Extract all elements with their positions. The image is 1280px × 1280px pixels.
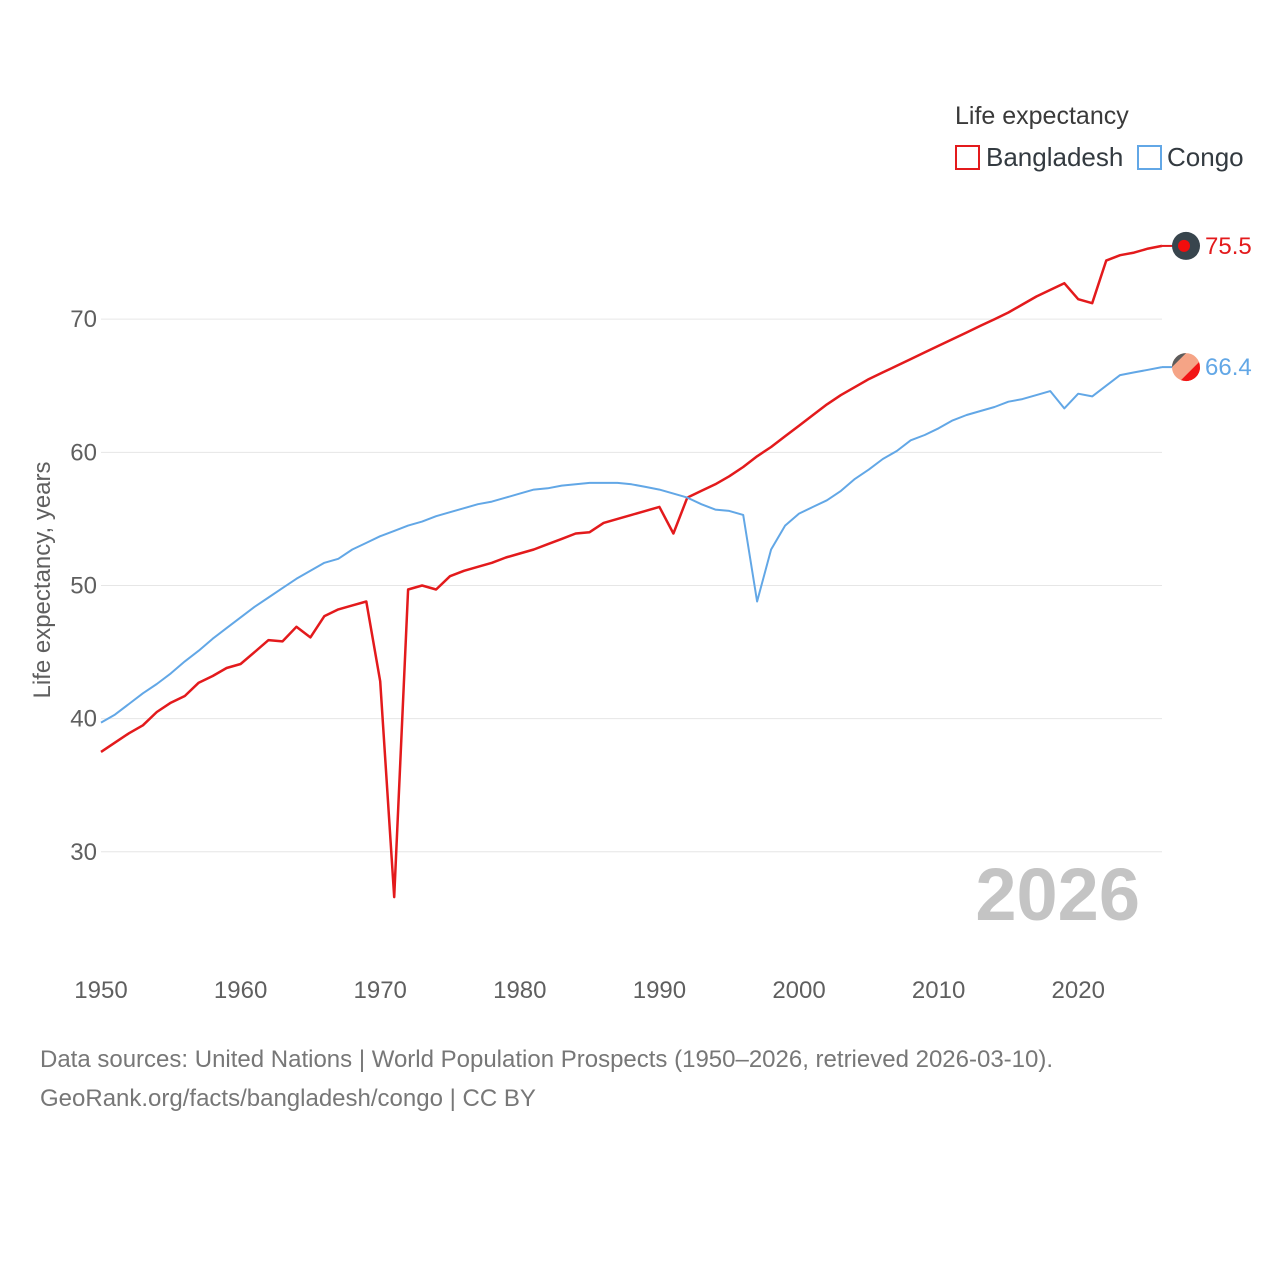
legend-label-congo: Congo (1167, 142, 1244, 172)
end-value-label-bangladesh: 75.5 (1205, 233, 1252, 260)
x-tick-1960: 1960 (214, 977, 267, 1004)
x-tick-2000: 2000 (772, 977, 825, 1004)
legend-title: Life expectancy (955, 102, 1129, 130)
x-tick-1980: 1980 (493, 977, 546, 1004)
series-line-congo (100, 366, 1163, 724)
series-line-bangladesh (100, 244, 1163, 899)
line-chart: 30 40 50 60 70 1950 1960 1970 1980 1990 2000 2010 2… (29, 102, 1252, 1004)
source-note: Data sources: United Nations | World Pop… (40, 1040, 1053, 1118)
current-year-watermark: 2026 (975, 853, 1140, 936)
x-tick-1990: 1990 (633, 977, 686, 1004)
y-tick-30: 30 (70, 839, 97, 866)
end-markers: 75.5 66.4 (1162, 231, 1252, 382)
x-axis-ticks: 1950 1960 1970 1980 1990 2000 2010 2020 (74, 977, 1105, 1004)
series-lines (100, 244, 1163, 899)
source-line-1: Data sources: United Nations | World Pop… (40, 1046, 1054, 1073)
flag-icon-bangladesh-disc (1178, 239, 1190, 252)
source-line-2[interactable]: GeoRank.org/facts/bangladesh/congo | CC … (40, 1085, 536, 1112)
legend-swatch-congo (1137, 145, 1162, 170)
end-value-label-congo: 66.4 (1205, 354, 1252, 381)
y-tick-70: 70 (70, 306, 97, 333)
x-tick-2010: 2010 (912, 977, 965, 1004)
legend: Life expectancy Bangladesh Congo (955, 102, 1244, 172)
y-tick-60: 60 (70, 439, 97, 466)
flag-icon-congo (1172, 353, 1200, 382)
x-tick-2020: 2020 (1052, 977, 1105, 1004)
gridlines (101, 318, 1162, 853)
y-axis-ticks: 30 40 50 60 70 (70, 306, 97, 866)
x-tick-1950: 1950 (74, 977, 127, 1004)
y-axis-label: Life expectancy, years (29, 461, 56, 698)
x-tick-1970: 1970 (354, 977, 407, 1004)
y-tick-40: 40 (70, 706, 97, 733)
legend-swatch-bangladesh (955, 145, 980, 170)
legend-item-bangladesh[interactable]: Bangladesh (955, 142, 1123, 172)
legend-item-congo[interactable]: Congo (1137, 142, 1244, 172)
legend-label-bangladesh: Bangladesh (986, 142, 1123, 172)
y-tick-50: 50 (70, 572, 97, 599)
